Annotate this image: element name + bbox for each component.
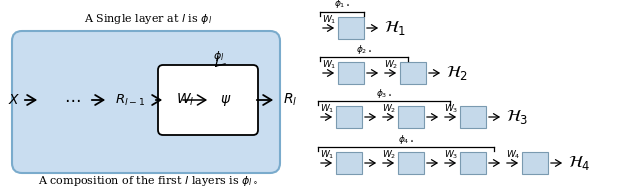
Bar [338, 62, 364, 84]
Bar [212, 77, 240, 123]
Bar [168, 77, 210, 123]
Text: $\phi_{1\circ}$: $\phi_{1\circ}$ [334, 0, 350, 11]
Bar [460, 152, 486, 174]
Text: $\phi_{3\circ}$: $\phi_{3\circ}$ [376, 87, 392, 99]
Text: $\phi_l$: $\phi_l$ [213, 49, 225, 63]
Text: $X$: $X$ [8, 93, 20, 107]
Text: $W_l$: $W_l$ [176, 92, 194, 108]
Text: $W_3$: $W_3$ [444, 103, 458, 115]
Bar [398, 106, 424, 128]
Text: $W_2$: $W_2$ [384, 58, 398, 71]
FancyBboxPatch shape [12, 31, 280, 173]
Text: $W_4$: $W_4$ [506, 149, 520, 161]
Text: $\mathcal{H}_3$: $\mathcal{H}_3$ [506, 108, 529, 126]
Text: $\mathcal{H}_1$: $\mathcal{H}_1$ [384, 19, 406, 37]
Text: $\psi$: $\psi$ [220, 92, 232, 107]
Text: $R_{l-1}$: $R_{l-1}$ [115, 92, 145, 108]
Text: $R_l$: $R_l$ [283, 92, 297, 108]
Text: $W_1$: $W_1$ [320, 149, 334, 161]
Text: $W_2$: $W_2$ [382, 149, 396, 161]
Bar [336, 106, 362, 128]
Text: $\mathcal{H}_2$: $\mathcal{H}_2$ [446, 64, 468, 82]
Text: $W_1$: $W_1$ [322, 13, 336, 26]
Text: A Single layer at $l$ is $\phi_l$: A Single layer at $l$ is $\phi_l$ [84, 12, 212, 26]
Bar [400, 62, 426, 84]
Text: $W_1$: $W_1$ [320, 103, 334, 115]
Bar [522, 152, 548, 174]
Text: $W_1$: $W_1$ [322, 58, 336, 71]
Text: $\cdots$: $\cdots$ [64, 91, 80, 108]
Bar [460, 106, 486, 128]
Text: $\mathcal{H}_4$: $\mathcal{H}_4$ [568, 154, 591, 172]
Bar [336, 152, 362, 174]
Text: A composition of the first $l$ layers is $\phi_{l\circ}$: A composition of the first $l$ layers is… [38, 174, 258, 188]
Bar [398, 152, 424, 174]
Text: $\phi_{4\circ}$: $\phi_{4\circ}$ [398, 132, 414, 145]
Bar [338, 17, 364, 39]
Text: $\phi_{2\circ}$: $\phi_{2\circ}$ [356, 43, 372, 56]
FancyBboxPatch shape [158, 65, 258, 135]
Text: $W_3$: $W_3$ [444, 149, 458, 161]
Text: $W_2$: $W_2$ [382, 103, 396, 115]
